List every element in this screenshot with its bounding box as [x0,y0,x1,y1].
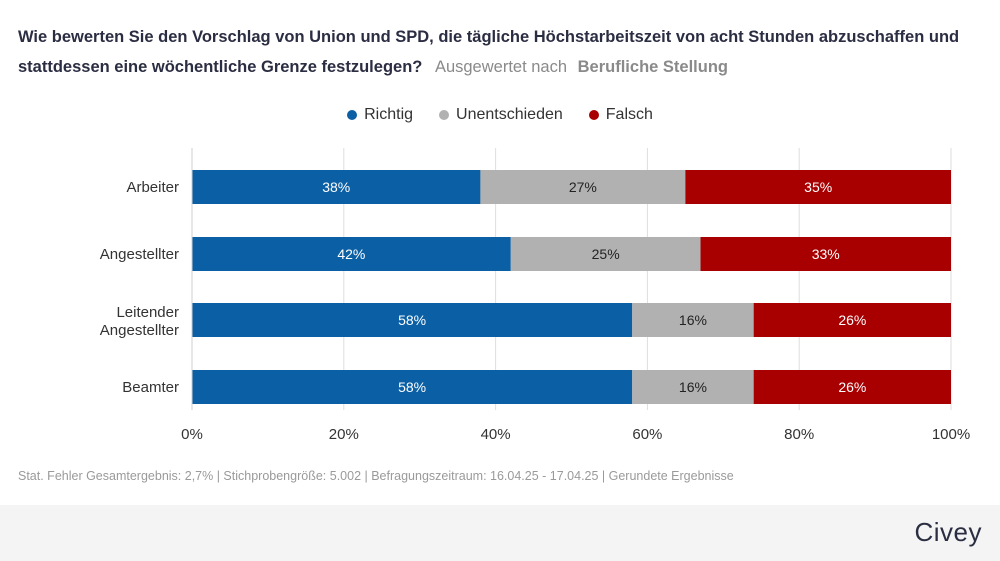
footer-bar: Civey [0,505,1000,561]
legend-swatch [347,110,358,120]
legend-label: Unentschieden [456,106,563,123]
bar-segment [192,170,481,204]
chart-legend: Richtig Unentschieden Falsch [0,106,1000,124]
bar-segment [700,237,951,271]
evaluated-by-value: Berufliche Stellung [577,58,728,76]
bar-segment [192,370,633,404]
bar-segment [753,303,951,337]
x-tick-label: 20% [329,426,359,443]
bar-value-label: 26% [838,379,866,395]
bar-segment [192,303,633,337]
evaluated-by-label: Ausgewertet nach [434,58,568,76]
x-tick-label: 100% [932,426,970,443]
bar-value-label: 16% [679,379,707,395]
x-tick-label: 60% [632,426,662,443]
legend-item: Richtig [347,106,413,124]
legend-swatch [588,110,599,120]
bar-segment [192,237,511,271]
civey-logo: Civey [914,517,982,547]
legend-label: Richtig [364,106,414,123]
category-label: Arbeiter [126,179,179,196]
bar-segment [632,303,754,337]
x-tick-label: 0% [181,426,203,443]
bar-value-label: 35% [804,179,832,195]
bar-segment [753,370,951,404]
bar-segment [480,170,686,204]
legend-item: Falsch [588,106,653,124]
bar-value-label: 33% [812,246,840,262]
x-tick-label: 80% [784,426,814,443]
category-label: Beamter [122,379,179,396]
bar-value-label: 27% [569,179,597,195]
legend-swatch [439,110,450,120]
bar-value-label: 16% [679,312,707,328]
x-tick-label: 40% [481,426,511,443]
bar-segment [632,370,754,404]
bar-value-label: 42% [337,246,365,262]
bar-value-label: 58% [398,312,426,328]
bar-value-label: 26% [838,312,866,328]
question-text: Wie bewerten Sie den Vorschlag von Union… [18,28,960,76]
legend-item: Unentschieden [439,106,563,124]
category-label: Angestellter [100,246,179,263]
chart-title: Wie bewerten Sie den Vorschlag von Union… [18,22,978,82]
bar-value-label: 25% [592,246,620,262]
legend-label: Falsch [605,106,653,123]
footer-note: Stat. Fehler Gesamtergebnis: 2,7% | Stic… [18,469,734,483]
bar-value-label: 58% [398,379,426,395]
bar-segment [510,237,701,271]
bar-segment [685,170,951,204]
category-label: Leitender Angestellter [100,304,179,339]
bar-value-label: 38% [322,179,350,195]
stacked-bar-chart: 0% 20% 40% 60% 80% 100% Arbeiter 38% 27% 35% Anges… [100,148,970,443]
